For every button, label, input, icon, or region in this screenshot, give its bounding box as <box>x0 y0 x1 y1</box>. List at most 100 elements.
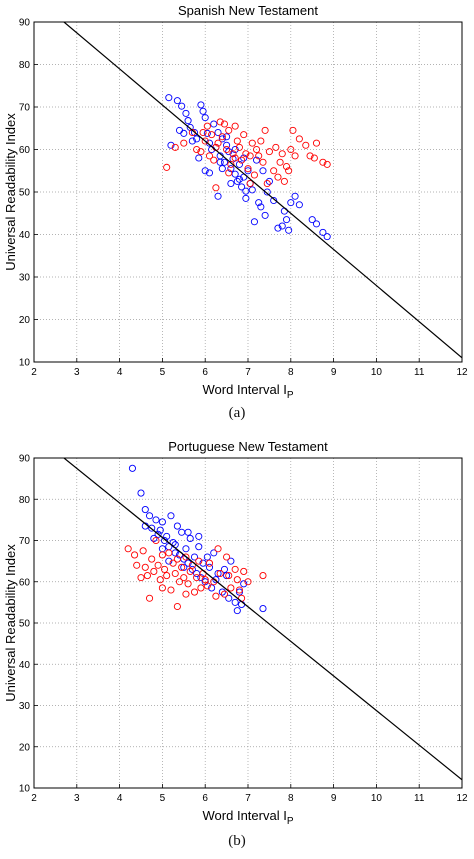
data-point-series-1 <box>214 139 222 147</box>
data-point-series-1 <box>173 555 181 563</box>
data-point-series-0 <box>150 534 158 542</box>
data-point-series-0 <box>253 156 261 164</box>
data-point-series-0 <box>173 97 181 105</box>
data-point-series-1 <box>238 156 246 164</box>
data-point-series-0 <box>233 177 241 185</box>
data-point-series-1 <box>244 578 252 586</box>
x-tick-label: 9 <box>331 793 337 804</box>
data-point-series-1 <box>289 126 297 134</box>
data-point-series-1 <box>310 154 318 162</box>
data-point-series-0 <box>227 165 235 173</box>
data-point-series-1 <box>246 152 254 160</box>
data-point-series-0 <box>205 169 214 177</box>
data-point-series-0 <box>235 160 243 168</box>
y-tick-label: 30 <box>19 701 31 712</box>
data-point-series-0 <box>244 167 252 175</box>
data-point-series-1 <box>163 572 171 580</box>
data-point-series-0 <box>295 201 303 209</box>
y-tick-label: 60 <box>19 145 31 156</box>
data-point-series-1 <box>255 152 263 160</box>
data-point-series-1 <box>205 559 214 567</box>
data-point-series-0 <box>160 536 169 545</box>
regression-line <box>63 458 462 781</box>
data-point-series-1 <box>274 173 282 181</box>
data-point-series-1 <box>272 143 280 151</box>
data-point-series-0 <box>227 557 235 565</box>
data-point-series-0 <box>173 522 181 530</box>
data-point-series-1 <box>180 574 188 582</box>
data-point-series-0 <box>214 128 222 137</box>
data-point-series-1 <box>246 179 254 188</box>
data-point-series-0 <box>180 563 188 571</box>
data-point-series-0 <box>195 532 203 540</box>
y-tick-label: 50 <box>19 619 31 630</box>
data-point-series-1 <box>233 137 241 145</box>
data-point-series-1 <box>231 122 239 130</box>
data-point-series-1 <box>208 131 216 139</box>
data-point-series-1 <box>184 580 192 588</box>
data-point-series-1 <box>199 128 207 137</box>
data-point-series-0 <box>165 557 173 565</box>
data-point-series-1 <box>216 569 224 578</box>
data-point-series-0 <box>274 224 282 232</box>
plot-area <box>63 22 462 359</box>
data-point-series-0 <box>190 128 199 137</box>
data-point-series-0 <box>212 576 220 584</box>
data-point-series-1 <box>250 171 258 179</box>
data-point-series-0 <box>199 107 207 115</box>
data-point-series-1 <box>193 574 201 582</box>
x-tick-label: 8 <box>288 793 294 804</box>
data-point-series-0 <box>323 233 331 241</box>
data-point-series-1 <box>280 177 288 185</box>
plot-frame <box>33 21 463 363</box>
data-point-series-1 <box>216 118 224 126</box>
data-point-series-1 <box>231 154 239 162</box>
data-point-series-0 <box>210 549 218 557</box>
y-tick-label: 30 <box>19 273 31 284</box>
chart-title: Portuguese New Testament <box>168 439 328 454</box>
data-point-series-0 <box>231 145 239 154</box>
data-point-series-1 <box>205 152 214 160</box>
y-tick-label: 10 <box>19 784 31 795</box>
y-tick-label: 70 <box>19 536 31 547</box>
y-tick-label: 90 <box>19 18 31 29</box>
data-point-series-0 <box>282 216 291 224</box>
data-point-series-0 <box>195 543 203 551</box>
data-point-series-1 <box>212 184 220 192</box>
x-tick-label: 5 <box>160 367 166 378</box>
data-point-series-0 <box>233 607 241 615</box>
data-point-series-1 <box>240 131 248 139</box>
data-point-series-0 <box>180 129 188 137</box>
data-point-series-0 <box>235 588 243 596</box>
y-tick-label: 40 <box>19 660 31 671</box>
data-point-series-0 <box>225 594 233 602</box>
data-point-series-0 <box>148 524 156 532</box>
x-tick-label: 10 <box>371 367 383 378</box>
data-point-series-1 <box>154 561 162 569</box>
data-point-series-0 <box>259 605 267 613</box>
data-point-series-1 <box>259 572 267 580</box>
data-point-series-0 <box>208 584 216 592</box>
data-point-series-0 <box>178 102 186 110</box>
data-point-series-1 <box>253 145 261 154</box>
scatter-chart-spanish: Spanish New Testament 2 3 4 5 6 7 8 9 10 11 12 10 20 3… <box>3 3 468 401</box>
chart-title: Spanish New Testament <box>178 3 318 18</box>
data-point-series-0 <box>137 489 145 497</box>
data-point-series-1 <box>141 563 149 571</box>
data-point-series-1 <box>163 163 171 171</box>
x-tick-label: 7 <box>245 793 251 804</box>
data-point-series-1 <box>182 590 190 598</box>
data-point-series-0 <box>227 179 235 188</box>
y-tick-label: 60 <box>19 577 31 588</box>
data-point-series-0 <box>205 563 214 571</box>
data-point-series-0 <box>238 183 246 191</box>
data-point-series-1 <box>131 551 139 559</box>
data-point-series-0 <box>220 158 229 166</box>
data-point-series-0 <box>178 528 186 536</box>
data-point-series-0 <box>182 545 190 553</box>
data-point-series-1 <box>229 150 237 158</box>
data-point-series-0 <box>141 506 149 514</box>
data-point-series-0 <box>201 167 209 175</box>
data-point-series-0 <box>201 578 209 586</box>
data-point-series-1 <box>263 179 271 188</box>
